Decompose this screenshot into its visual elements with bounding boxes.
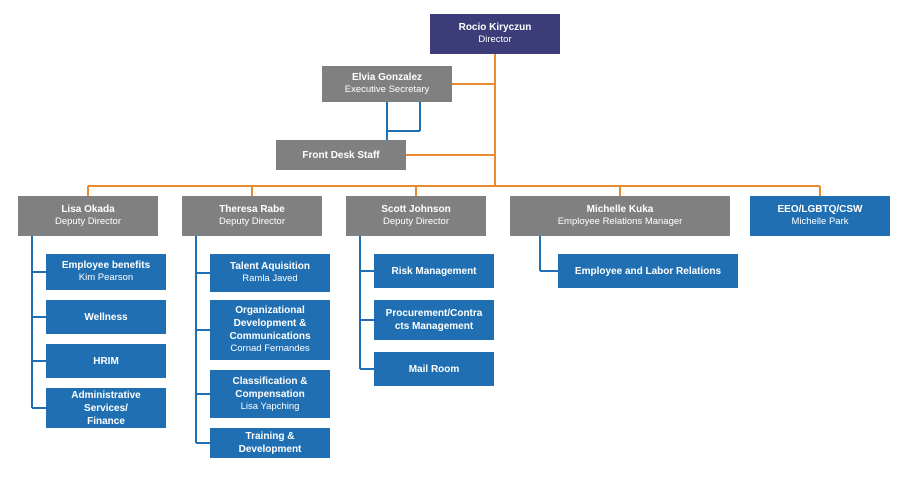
node-c1-0: Talent Aquisition Ramla Javed	[210, 254, 330, 292]
node-title2: Finance	[87, 415, 125, 428]
l2: cts Management	[395, 320, 473, 333]
node-title: Rocio Kiryczun	[459, 21, 532, 34]
node-title: Risk Management	[391, 265, 476, 278]
node-title: Scott Johnson	[381, 203, 450, 216]
node-title: Front Desk Staff	[302, 149, 379, 162]
node-c0-1: Wellness	[46, 300, 166, 334]
l2: Development &	[234, 317, 307, 330]
node-c1-1: Organizational Development & Communicati…	[210, 300, 330, 360]
node-title: Lisa Okada	[61, 203, 114, 216]
node-title: Mail Room	[409, 363, 460, 376]
node-title: Administrative Services/	[52, 389, 160, 415]
node-subtitle: Ramla Javed	[242, 273, 297, 285]
node-title: Elvia Gonzalez	[352, 71, 422, 84]
node-subtitle: Deputy Director	[383, 216, 449, 228]
node-title: Training & Development	[216, 430, 324, 456]
l1: Organizational	[235, 304, 304, 317]
node-c0-0: Employee benefits Kim Pearson	[46, 254, 166, 290]
node-c2-0: Risk Management	[374, 254, 494, 288]
connector-layer	[0, 0, 905, 504]
node-title: EEO/LGBTQ/CSW	[778, 203, 863, 216]
node-subtitle: Employee Relations Manager	[558, 216, 683, 228]
node-c3-0: Employee and Labor Relations	[558, 254, 738, 288]
node-subtitle: Kim Pearson	[79, 272, 133, 284]
node-title: Theresa Rabe	[219, 203, 285, 216]
node-subtitle: Director	[478, 34, 511, 46]
node-exec-secretary: Elvia Gonzalez Executive Secretary	[322, 66, 452, 102]
node-col3-head: Michelle Kuka Employee Relations Manager	[510, 196, 730, 236]
node-subtitle: Deputy Director	[219, 216, 285, 228]
node-director: Rocio Kiryczun Director	[430, 14, 560, 54]
l1: Classification &	[232, 375, 307, 388]
node-col0-head: Lisa Okada Deputy Director	[18, 196, 158, 236]
node-title: Wellness	[84, 311, 127, 324]
node-c0-2: HRIM	[46, 344, 166, 378]
node-title: HRIM	[93, 355, 119, 368]
node-c2-1: Procurement/Contra cts Management	[374, 300, 494, 340]
node-title: Michelle Kuka	[587, 203, 654, 216]
l3: Lisa Yapching	[241, 401, 300, 413]
node-title: Employee and Labor Relations	[575, 265, 721, 278]
l2: Compensation	[235, 388, 304, 401]
node-title: Talent Aquisition	[230, 260, 310, 273]
node-c1-2: Classification & Compensation Lisa Yapch…	[210, 370, 330, 418]
node-c0-3: Administrative Services/ Finance	[46, 388, 166, 428]
l4: Cornad Fernandes	[230, 343, 309, 355]
node-c2-2: Mail Room	[374, 352, 494, 386]
node-front-desk: Front Desk Staff	[276, 140, 406, 170]
node-col2-head: Scott Johnson Deputy Director	[346, 196, 486, 236]
node-subtitle: Michelle Park	[791, 216, 848, 228]
l1: Procurement/Contra	[386, 307, 483, 320]
node-col1-head: Theresa Rabe Deputy Director	[182, 196, 322, 236]
node-subtitle: Deputy Director	[55, 216, 121, 228]
node-c1-3: Training & Development	[210, 428, 330, 458]
l3: Communications	[229, 330, 310, 343]
node-col4-head: EEO/LGBTQ/CSW Michelle Park	[750, 196, 890, 236]
node-title: Employee benefits	[62, 259, 150, 272]
node-subtitle: Executive Secretary	[345, 84, 429, 96]
